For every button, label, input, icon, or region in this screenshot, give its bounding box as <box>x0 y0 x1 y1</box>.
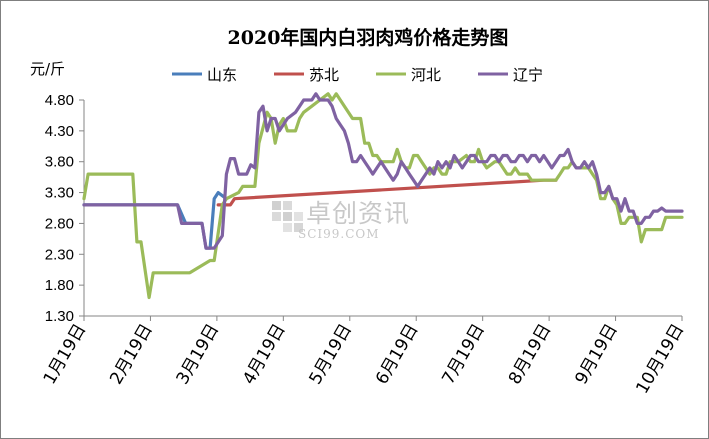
y-tick-label: 3.30 <box>45 185 74 202</box>
x-tick-label: 7月19日 <box>438 320 489 388</box>
y-axis-unit-label: 元/斤 <box>30 60 65 78</box>
watermark-text-en: SCI99.COM <box>298 227 380 241</box>
x-tick-label: 1月19日 <box>40 321 91 389</box>
y-tick-label: 2.80 <box>45 215 74 232</box>
legend-label-0: 山东 <box>207 66 237 84</box>
legend-label-1: 苏北 <box>309 66 339 84</box>
x-tick-label: 8月19日 <box>505 321 556 389</box>
y-tick-label: 3.80 <box>45 154 74 171</box>
series-line-3 <box>82 92 684 250</box>
watermark: 卓创资讯 SCI99.COM <box>272 199 410 241</box>
x-tick-label: 10月19日 <box>632 321 688 398</box>
y-tick-label: 1.30 <box>45 308 74 325</box>
x-tick-label: 4月19日 <box>239 321 290 389</box>
watermark-logo-icon <box>272 201 303 232</box>
series-layer <box>82 92 684 300</box>
chart-title: 2020年国内白羽肉鸡价格走势图 <box>228 26 509 49</box>
x-tick-label: 3月19日 <box>173 321 224 389</box>
y-tick-label: 4.30 <box>45 123 74 140</box>
y-tick-label: 1.80 <box>45 277 74 294</box>
x-tick-label: 5月19日 <box>306 321 357 389</box>
series-line-2 <box>82 92 684 300</box>
x-tick-label: 6月19日 <box>372 321 423 389</box>
legend: 山东 苏北 河北 辽宁 <box>172 66 543 84</box>
legend-label-3: 辽宁 <box>513 66 543 84</box>
x-tick-label: 9月19日 <box>571 321 622 389</box>
watermark-text-cn: 卓创资讯 <box>306 199 410 228</box>
y-tick-label: 4.80 <box>45 92 74 109</box>
y-tick-label: 2.30 <box>45 246 74 263</box>
legend-label-2: 河北 <box>411 66 441 84</box>
x-tick-label: 2月19日 <box>106 321 157 389</box>
